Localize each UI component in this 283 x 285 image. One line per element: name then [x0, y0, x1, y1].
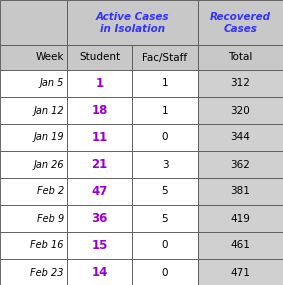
Bar	[67, 70, 132, 97]
Bar	[0, 232, 67, 259]
Text: 18: 18	[91, 104, 108, 117]
Bar	[0, 45, 67, 70]
Text: 0: 0	[162, 133, 168, 142]
Bar	[0, 97, 67, 124]
Bar	[198, 205, 283, 232]
Bar	[132, 124, 198, 151]
Text: 1: 1	[162, 78, 168, 89]
Text: Jan 26: Jan 26	[33, 160, 64, 170]
Text: Jan 19: Jan 19	[33, 133, 64, 142]
Bar	[198, 97, 283, 124]
Text: 471: 471	[231, 268, 250, 278]
Bar	[0, 205, 67, 232]
Text: 11: 11	[91, 131, 108, 144]
Bar	[198, 232, 283, 259]
Bar	[132, 151, 198, 178]
Text: Jan 5: Jan 5	[40, 78, 64, 89]
Text: Feb 23: Feb 23	[31, 268, 64, 278]
Text: Total: Total	[228, 52, 253, 62]
Bar	[132, 178, 198, 205]
Bar	[67, 178, 132, 205]
Text: Feb 9: Feb 9	[37, 213, 64, 223]
Bar	[0, 0, 67, 45]
Bar	[0, 124, 67, 151]
Bar	[198, 70, 283, 97]
Text: 14: 14	[91, 266, 108, 279]
Bar	[0, 178, 67, 205]
Bar	[198, 259, 283, 285]
Text: Fac/Staff: Fac/Staff	[142, 52, 188, 62]
Bar	[132, 205, 198, 232]
Text: 362: 362	[231, 160, 250, 170]
Text: 344: 344	[231, 133, 250, 142]
Text: 381: 381	[231, 186, 250, 196]
Bar	[132, 45, 198, 70]
Bar	[0, 151, 67, 178]
Text: Jan 12: Jan 12	[33, 105, 64, 115]
Text: 0: 0	[162, 268, 168, 278]
Text: 3: 3	[162, 160, 168, 170]
Text: 461: 461	[231, 241, 250, 251]
Bar	[67, 232, 132, 259]
Bar	[0, 259, 67, 285]
Text: 1: 1	[162, 105, 168, 115]
Bar	[132, 70, 198, 97]
Bar	[67, 0, 198, 45]
Bar	[67, 205, 132, 232]
Text: 0: 0	[162, 241, 168, 251]
Text: 36: 36	[91, 212, 108, 225]
Text: 21: 21	[91, 158, 108, 171]
Bar	[67, 151, 132, 178]
Bar	[132, 97, 198, 124]
Text: 312: 312	[231, 78, 250, 89]
Text: 5: 5	[162, 213, 168, 223]
Bar	[67, 259, 132, 285]
Bar	[198, 124, 283, 151]
Bar	[132, 232, 198, 259]
Bar	[67, 97, 132, 124]
Bar	[198, 0, 283, 45]
Text: 15: 15	[91, 239, 108, 252]
Bar	[67, 124, 132, 151]
Bar	[198, 151, 283, 178]
Bar	[132, 259, 198, 285]
Text: Feb 16: Feb 16	[31, 241, 64, 251]
Bar	[198, 178, 283, 205]
Bar	[198, 45, 283, 70]
Text: 320: 320	[231, 105, 250, 115]
Text: 1: 1	[95, 77, 104, 90]
Text: 5: 5	[162, 186, 168, 196]
Text: Active Cases
in Isolation: Active Cases in Isolation	[96, 11, 169, 34]
Text: 47: 47	[91, 185, 108, 198]
Text: 419: 419	[231, 213, 250, 223]
Bar	[0, 70, 67, 97]
Text: Recovered
Cases: Recovered Cases	[210, 11, 271, 34]
Text: Week: Week	[35, 52, 64, 62]
Text: Feb 2: Feb 2	[37, 186, 64, 196]
Bar	[67, 45, 132, 70]
Text: Student: Student	[79, 52, 120, 62]
